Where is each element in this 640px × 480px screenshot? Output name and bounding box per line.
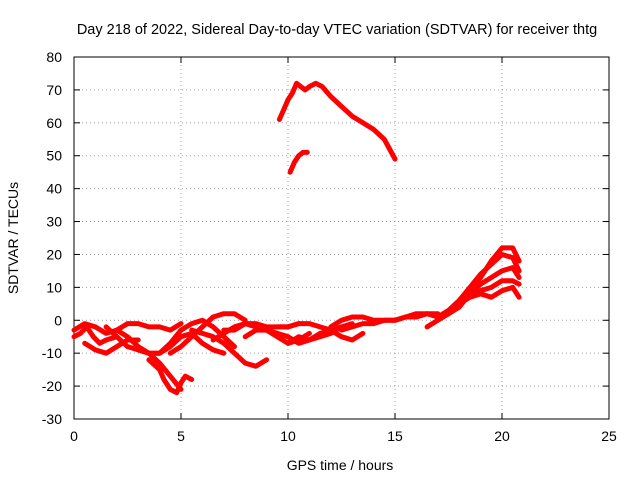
x-tick-label: 20 <box>494 428 510 444</box>
series-line-arc-13 <box>264 324 344 346</box>
x-tick-label: 0 <box>70 428 78 444</box>
x-axis-label: GPS time / hours <box>287 457 394 473</box>
y-tick-label: 70 <box>46 82 62 98</box>
chart-title: Day 218 of 2022, Sidereal Day-to-day VTE… <box>77 22 597 38</box>
series-line-arc-6 <box>146 357 195 396</box>
series-line-arc-2 <box>71 324 120 346</box>
series-line-arc-7 <box>135 317 237 356</box>
y-tick-label: -30 <box>42 411 62 427</box>
y-tick-label: -20 <box>42 378 62 394</box>
axis-ticks: 0 5 10 15 20 25 -30 -20 -10 0 10 20 30 40 50 60 70 80 <box>42 49 617 444</box>
series-group <box>71 80 522 396</box>
series-line-arc-9 <box>189 327 270 369</box>
y-tick-label: 0 <box>54 312 62 328</box>
series-line-arc-12 <box>242 327 312 346</box>
x-tick-label: 10 <box>280 428 296 444</box>
series-line-arc-23 <box>276 80 398 162</box>
plot-frame <box>73 56 610 420</box>
y-tick-label: -10 <box>42 345 62 361</box>
y-tick-label: 60 <box>46 115 62 131</box>
grid <box>74 57 609 419</box>
y-axis-label: SDTVAR / TECUs <box>5 182 21 294</box>
series-line-arc-1 <box>71 321 184 336</box>
y-tick-label: 10 <box>46 279 62 295</box>
series-line-arc-24 <box>287 149 310 175</box>
y-tick-label: 20 <box>46 246 62 262</box>
y-tick-label: 40 <box>46 181 62 197</box>
series-line-arc-19 <box>435 252 522 320</box>
x-tick-label: 15 <box>387 428 403 444</box>
x-tick-label: 5 <box>177 428 185 444</box>
series-line-arc-17 <box>339 311 441 333</box>
series-line-arc-15 <box>285 327 366 346</box>
y-tick-label: 30 <box>46 214 62 230</box>
series-line-arc-22 <box>467 284 522 300</box>
y-tick-label: 80 <box>46 49 62 65</box>
series-line-arc-8 <box>167 311 248 356</box>
series-line-arc-14 <box>274 321 355 333</box>
x-tick-label: 25 <box>601 428 617 444</box>
y-tick-label: 50 <box>46 148 62 164</box>
